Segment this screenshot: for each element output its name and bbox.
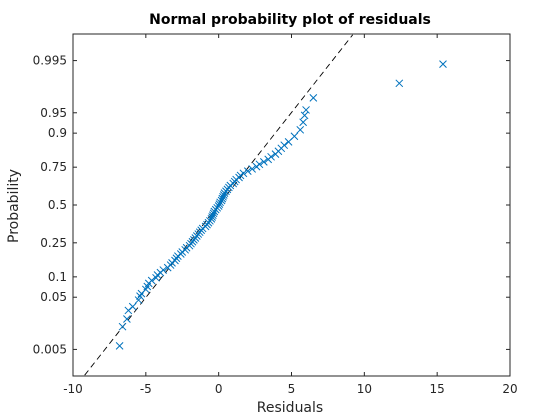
x-tick-label: 0 [215,382,223,396]
plot-area [72,33,511,377]
y-tick-label: 0.75 [40,160,67,174]
chart-title: Normal probability plot of residuals [149,12,431,28]
y-tick-label: 0.005 [33,342,67,356]
data-point [159,266,168,274]
data-point [209,209,218,218]
data-point [243,167,252,176]
data-point [309,94,318,102]
data-point [115,341,124,350]
x-axis-label: Residuals [257,400,323,416]
data-point [215,200,224,209]
data-point [171,256,179,265]
data-point [280,141,289,150]
reference-line [84,34,354,376]
y-axis-label: Probability [6,169,22,243]
y-tick-label: 0.995 [33,54,67,68]
x-tick-label: 5 [288,382,296,396]
x-tick-label: 20 [502,382,517,396]
data-point [123,315,131,323]
data-point [302,106,310,114]
y-tick-label: 0.95 [40,106,67,120]
data-point [248,165,257,173]
data-point [395,79,404,88]
x-tick-label: 10 [357,382,372,396]
y-tick-label: 0.1 [48,270,67,284]
x-tick-label: -10 [63,382,83,396]
data-point [267,152,275,161]
y-tick-label: 0.5 [48,198,67,212]
data-point [255,160,264,169]
data-point [219,191,228,199]
x-tick-label: 15 [430,382,445,396]
data-point [299,118,308,127]
y-tick-label: 0.9 [48,126,67,140]
data-point [118,322,127,331]
y-tick-label: 0.05 [40,290,67,304]
y-tick-label: 0.25 [40,236,67,250]
x-tick-label: -5 [140,382,152,396]
data-point [128,302,137,311]
data-point [239,169,248,178]
data-point [296,125,305,134]
data-point [290,132,299,141]
data-point [259,158,268,166]
data-point [439,60,447,69]
